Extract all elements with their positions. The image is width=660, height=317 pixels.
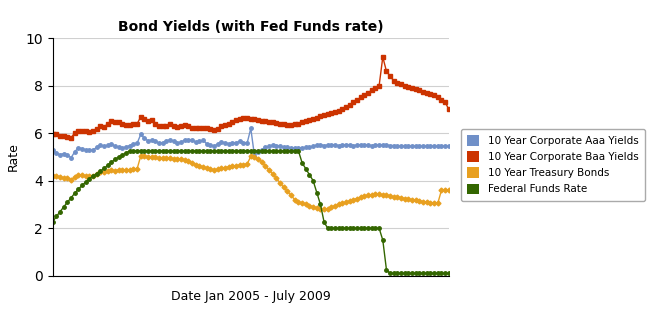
Y-axis label: Rate: Rate: [7, 142, 20, 171]
Title: Bond Yields (with Fed Funds rate): Bond Yields (with Fed Funds rate): [118, 20, 383, 34]
X-axis label: Date Jan 2005 - July 2009: Date Jan 2005 - July 2009: [171, 290, 331, 303]
Legend: 10 Year Corporate Aaa Yields, 10 Year Corporate Baa Yields, 10 Year Treasury Bon: 10 Year Corporate Aaa Yields, 10 Year Co…: [461, 129, 645, 201]
